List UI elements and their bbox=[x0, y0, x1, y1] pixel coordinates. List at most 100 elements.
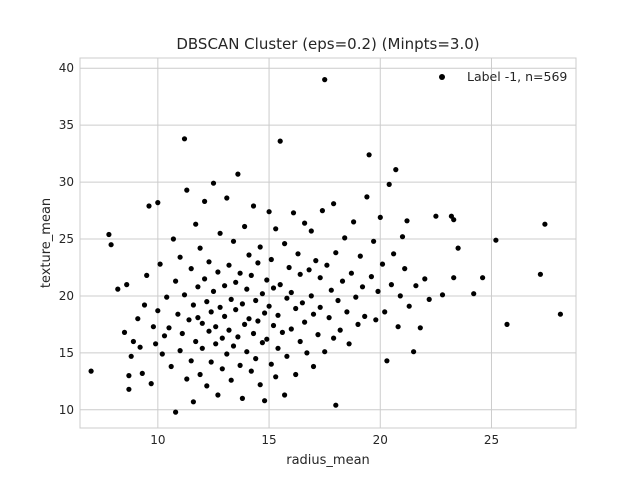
data-point bbox=[264, 336, 270, 342]
data-point bbox=[313, 258, 319, 264]
data-point bbox=[124, 282, 130, 288]
data-point bbox=[451, 217, 457, 223]
data-point bbox=[193, 221, 199, 227]
data-point bbox=[471, 291, 477, 297]
data-point bbox=[115, 286, 121, 292]
data-point bbox=[315, 332, 321, 338]
data-point bbox=[121, 329, 128, 335]
data-point bbox=[253, 297, 259, 304]
data-point bbox=[406, 303, 412, 309]
data-point bbox=[213, 341, 219, 347]
data-point bbox=[106, 231, 112, 238]
data-point bbox=[208, 309, 214, 315]
data-point bbox=[184, 376, 190, 382]
data-point bbox=[279, 329, 285, 335]
data-point bbox=[195, 315, 201, 321]
data-point bbox=[399, 234, 406, 240]
data-point bbox=[155, 308, 161, 314]
data-point bbox=[328, 287, 334, 293]
data-point bbox=[346, 341, 352, 347]
data-point bbox=[259, 291, 265, 297]
data-point bbox=[204, 299, 210, 305]
data-point bbox=[286, 264, 292, 271]
y-tick-label: 20 bbox=[59, 289, 74, 303]
data-point bbox=[317, 275, 323, 281]
data-point bbox=[557, 311, 564, 317]
data-point bbox=[137, 344, 143, 350]
data-point bbox=[304, 350, 310, 356]
legend: Label -1, n=569 bbox=[439, 69, 567, 84]
y-tick-label: 25 bbox=[59, 232, 74, 246]
grid bbox=[80, 58, 576, 428]
data-point bbox=[413, 283, 419, 289]
data-point bbox=[246, 316, 252, 322]
data-point bbox=[235, 171, 241, 177]
data-point bbox=[268, 256, 274, 263]
data-point bbox=[273, 374, 279, 380]
data-point bbox=[150, 324, 156, 330]
data-point bbox=[537, 271, 544, 277]
data-point bbox=[337, 327, 343, 333]
data-point bbox=[342, 235, 348, 241]
data-point bbox=[259, 340, 265, 346]
data-point bbox=[184, 187, 190, 193]
plot-frame bbox=[79, 57, 577, 429]
data-point bbox=[197, 371, 203, 378]
data-point bbox=[255, 260, 261, 266]
data-point bbox=[297, 271, 303, 277]
data-point bbox=[324, 262, 330, 268]
data-point bbox=[186, 317, 192, 323]
data-point bbox=[262, 398, 268, 404]
data-point bbox=[108, 242, 114, 248]
data-point bbox=[377, 214, 383, 220]
data-point bbox=[250, 203, 257, 209]
data-point bbox=[542, 221, 548, 227]
data-point bbox=[362, 313, 368, 319]
data-point bbox=[268, 361, 274, 367]
data-point bbox=[302, 319, 308, 325]
data-point bbox=[190, 399, 196, 405]
data-point bbox=[253, 356, 259, 362]
data-point bbox=[422, 276, 428, 282]
data-point bbox=[168, 363, 174, 370]
data-point bbox=[222, 283, 228, 289]
data-point bbox=[319, 208, 325, 214]
data-point bbox=[233, 307, 239, 313]
data-point bbox=[202, 276, 208, 282]
data-point bbox=[157, 261, 163, 267]
data-point bbox=[288, 289, 294, 296]
data-point bbox=[386, 181, 392, 187]
data-point bbox=[282, 241, 288, 247]
data-point bbox=[306, 267, 312, 273]
data-point bbox=[141, 302, 148, 308]
x-axis-label: radius_mean bbox=[286, 453, 370, 468]
data-point bbox=[270, 285, 277, 291]
data-point bbox=[504, 321, 510, 327]
data-point bbox=[355, 321, 361, 327]
data-point bbox=[275, 312, 281, 318]
data-point bbox=[244, 286, 250, 292]
y-tick-label: 35 bbox=[59, 118, 74, 132]
data-point bbox=[308, 293, 314, 299]
data-point bbox=[177, 254, 183, 260]
data-point bbox=[173, 278, 179, 284]
data-point bbox=[391, 251, 397, 257]
data-point bbox=[126, 373, 132, 379]
data-point bbox=[293, 371, 299, 378]
data-point bbox=[210, 288, 217, 294]
data-point bbox=[433, 213, 439, 219]
x-tick-label: 15 bbox=[261, 433, 276, 447]
data-point bbox=[359, 284, 366, 290]
data-point bbox=[299, 300, 305, 306]
y-axis-label: texture_mean bbox=[39, 198, 54, 288]
data-point bbox=[288, 326, 294, 332]
y-tick-label: 15 bbox=[59, 346, 74, 360]
data-point bbox=[181, 136, 188, 142]
data-point bbox=[222, 313, 228, 319]
data-point bbox=[284, 353, 290, 359]
data-point bbox=[188, 358, 194, 364]
data-point bbox=[277, 282, 283, 288]
data-point bbox=[135, 316, 141, 322]
data-point bbox=[277, 138, 283, 144]
